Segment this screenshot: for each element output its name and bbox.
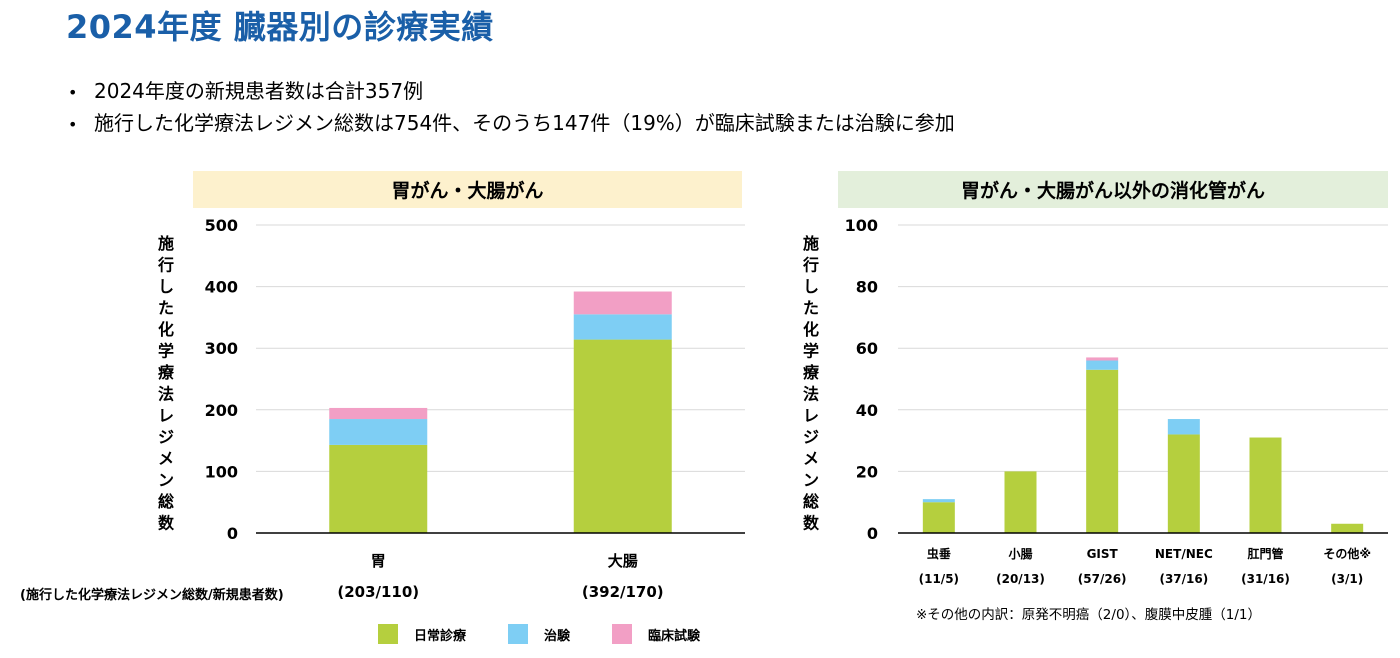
x-category-label: 肛門管	[1247, 546, 1283, 561]
x-category-sublabel: (57/26)	[1078, 572, 1127, 586]
y-axis-label-char: 化	[158, 320, 174, 339]
y-tick-label: 300	[205, 339, 238, 358]
y-axis-label-char: 化	[803, 320, 819, 339]
x-category-sublabel: (392/170)	[582, 583, 664, 601]
y-axis-label-char: レ	[803, 406, 819, 425]
x-category-sublabel: (203/110)	[337, 583, 419, 601]
y-tick-label: 80	[856, 278, 878, 297]
y-tick-label: 400	[205, 278, 238, 297]
x-category-sublabel: (37/16)	[1159, 572, 1208, 586]
page-title: 2024年度 臓器別の診療実績	[66, 8, 494, 46]
x-category-label: その他※	[1323, 546, 1371, 561]
bar-segment-clinical	[329, 407, 428, 420]
y-tick-label: 0	[867, 524, 878, 543]
y-axis-label-char: 施	[158, 234, 174, 253]
x-category-sublabel: (3/1)	[1331, 572, 1363, 586]
legend-label: 臨床試験	[648, 628, 701, 644]
y-axis-label-char: 総	[803, 492, 819, 511]
legend-swatch-clinical	[612, 624, 633, 644]
bar-segment-routine	[1167, 434, 1200, 533]
bar-segment-routine	[1249, 437, 1282, 533]
y-axis-label-char: 行	[802, 256, 819, 275]
bullet-item: • 2024年度の新規患者数は合計357例	[68, 76, 955, 108]
bullet-item: • 施行した化学療法レジメン総数は754件、そのうち147件（19%）が臨床試験…	[68, 108, 955, 140]
bar-segment-routine	[1086, 369, 1119, 533]
bar-segment-clinical	[1086, 357, 1119, 361]
summary-bullets: • 2024年度の新規患者数は合計357例 • 施行した化学療法レジメン総数は7…	[68, 76, 955, 140]
x-category-sublabel: (20/13)	[996, 572, 1045, 586]
y-tick-label: 60	[856, 339, 878, 358]
legend-swatch-routine	[378, 624, 398, 644]
x-category-sublabel: (31/16)	[1241, 572, 1290, 586]
y-axis-label-char: レ	[158, 406, 174, 425]
left-chart-title: 胃がん・大腸がん	[193, 171, 742, 208]
y-tick-label: 500	[205, 216, 238, 235]
y-axis-label-char: 学	[158, 342, 174, 361]
legend-item-routine: 日常診療	[378, 624, 466, 644]
other-breakdown-note: ※その他の内訳：原発不明癌（2/0）、腹膜中皮腫（1/1）	[916, 607, 1262, 623]
bullet-text: 2024年度の新規患者数は合計357例	[94, 79, 424, 103]
y-axis-label-char: 総	[158, 492, 174, 511]
bar-segment-trial	[922, 499, 955, 503]
bar-segment-routine	[922, 502, 955, 533]
y-axis-label-char: 数	[803, 514, 820, 533]
y-tick-label: 100	[845, 216, 878, 235]
y-axis-label-char: た	[803, 299, 819, 318]
bullet-dot-icon: •	[68, 115, 78, 134]
legend-swatch-trial	[508, 624, 529, 644]
bar-segment-clinical	[573, 291, 672, 315]
y-axis-label-char: メ	[803, 449, 819, 468]
legend-item-trial: 治験	[508, 624, 570, 644]
y-axis-label-char: 療	[158, 363, 175, 382]
bar-segment-routine	[573, 339, 672, 533]
y-axis-label-char: 法	[158, 385, 174, 404]
x-category-label: 大腸	[608, 552, 638, 570]
legend-label: 治験	[544, 628, 571, 644]
y-axis-label-char: し	[158, 277, 174, 296]
bar-segment-routine	[1331, 523, 1364, 533]
y-tick-label: 200	[205, 401, 238, 420]
y-axis-label-char: 施	[803, 234, 819, 253]
x-category-label: NET/NEC	[1155, 547, 1213, 561]
y-tick-label: 20	[856, 462, 878, 481]
bar-segment-trial	[1167, 419, 1200, 435]
y-axis-label-char: 行	[157, 256, 174, 275]
y-axis-label-char: 療	[803, 363, 820, 382]
x-category-sublabel: (11/5)	[919, 572, 959, 586]
y-axis-label-char: ジ	[158, 428, 174, 447]
bullet-text: 施行した化学療法レジメン総数は754件、そのうち147件（19%）が臨床試験また…	[94, 111, 955, 135]
bullet-dot-icon: •	[68, 83, 78, 102]
y-axis-label-char: し	[803, 277, 819, 296]
legend: 日常診療 治験 臨床試験	[378, 624, 742, 644]
y-axis-label-char: 法	[803, 385, 819, 404]
y-tick-label: 0	[227, 524, 238, 543]
bar-segment-routine	[1004, 471, 1037, 533]
legend-label: 日常診療	[414, 628, 467, 644]
right-chart-title: 胃がん・大腸がん以外の消化管がん	[838, 171, 1388, 208]
bar-segment-trial	[573, 314, 672, 340]
bar-segment-trial	[1086, 360, 1119, 370]
y-axis-label-char: 数	[158, 514, 175, 533]
y-axis-label-char: 学	[803, 342, 819, 361]
y-axis-label-char: た	[158, 299, 174, 318]
legend-item-clinical: 臨床試験	[612, 624, 700, 644]
y-axis-label-char: ン	[803, 471, 819, 490]
x-category-label: 小腸	[1008, 546, 1032, 561]
bar-segment-routine	[329, 444, 428, 533]
ratio-label: (施行した化学療法レジメン総数/新規患者数)	[20, 588, 284, 603]
y-tick-label: 40	[856, 401, 878, 420]
x-category-label: GIST	[1087, 547, 1119, 561]
y-axis-label-char: ジ	[803, 428, 819, 447]
y-tick-label: 100	[205, 462, 238, 481]
y-axis-label-char: ン	[158, 471, 174, 490]
x-category-label: 虫垂	[927, 546, 951, 561]
bar-segment-trial	[329, 419, 428, 445]
y-axis-label-char: メ	[158, 449, 174, 468]
x-category-label: 胃	[371, 552, 386, 570]
